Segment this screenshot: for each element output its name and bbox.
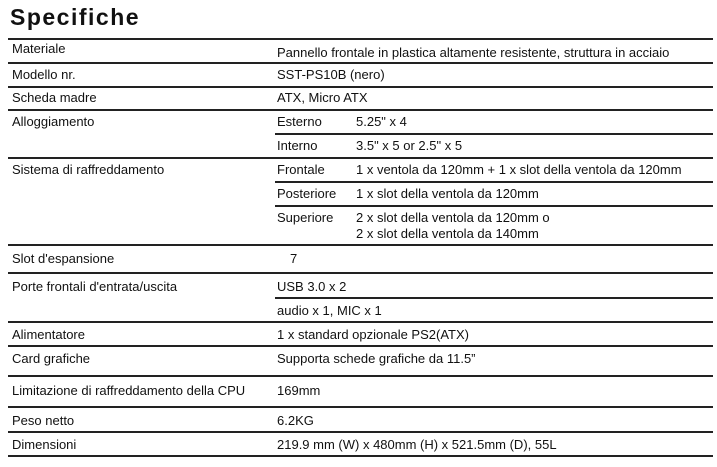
row-label: Materiale (12, 41, 66, 56)
row-label: Peso netto (12, 413, 75, 428)
row-label: Slot d'espansione (12, 251, 115, 266)
divider (8, 272, 713, 274)
divider (8, 431, 713, 433)
row-label: Sistema di raffreddamento (12, 162, 165, 177)
sub-value: 2 x slot della ventola da 120mm o (356, 210, 550, 225)
row-value: 7 (290, 251, 298, 266)
row-value: 169mm (277, 383, 321, 398)
sub-value: 1 x ventola da 120mm + 1 x slot della ve… (356, 162, 682, 177)
divider (8, 157, 713, 159)
row-label: Modello nr. (12, 67, 76, 82)
sub-label: Frontale (277, 162, 325, 177)
divider (8, 62, 713, 64)
row-value: 219.9 mm (W) x 480mm (H) x 521.5mm (D), … (277, 437, 557, 452)
divider (275, 297, 713, 299)
divider (8, 375, 713, 377)
divider (8, 86, 713, 88)
row-label: Dimensioni (12, 437, 77, 452)
divider (275, 181, 713, 183)
sub-label: Superiore (277, 210, 334, 225)
divider (8, 244, 713, 246)
divider (8, 321, 713, 323)
page-title: Specifiche (10, 4, 141, 30)
divider (275, 133, 713, 135)
divider (8, 38, 713, 40)
row-value: SST-PS10B (nero) (277, 67, 385, 82)
sub-value: 1 x slot della ventola da 120mm (356, 186, 539, 201)
sub-value: 3.5" x 5 or 2.5" x 5 (356, 138, 463, 153)
sub-value-2: 2 x slot della ventola da 140mm (356, 226, 539, 241)
row-label: Alimentatore (12, 327, 85, 342)
row-value: Pannello frontale in plastica altamente … (277, 45, 670, 60)
sub-label: Posteriore (277, 186, 337, 201)
row-label: Limitazione di raffreddamento della CPU (12, 383, 246, 398)
row-label: Scheda madre (12, 90, 97, 105)
row-value: 1 x standard opzionale PS2(ATX) (277, 327, 469, 342)
row-value: USB 3.0 x 2 (277, 279, 347, 294)
sub-label: Esterno (277, 114, 322, 129)
divider (8, 345, 713, 347)
row-label: Card grafiche (12, 351, 91, 366)
row-value-2: audio x 1, MIC x 1 (277, 303, 382, 318)
row-value: ATX, Micro ATX (277, 90, 368, 105)
divider (8, 455, 713, 457)
sub-label: Interno (277, 138, 318, 153)
row-value: Supporta schede grafiche da 11.5” (277, 351, 476, 366)
sub-value: 5.25" x 4 (356, 114, 407, 129)
row-value: 6.2KG (277, 413, 314, 428)
row-label: Porte frontali d'entrata/uscita (12, 279, 178, 294)
divider (8, 109, 713, 111)
divider (275, 205, 713, 207)
divider (8, 406, 713, 408)
row-label: Alloggiamento (12, 114, 95, 129)
